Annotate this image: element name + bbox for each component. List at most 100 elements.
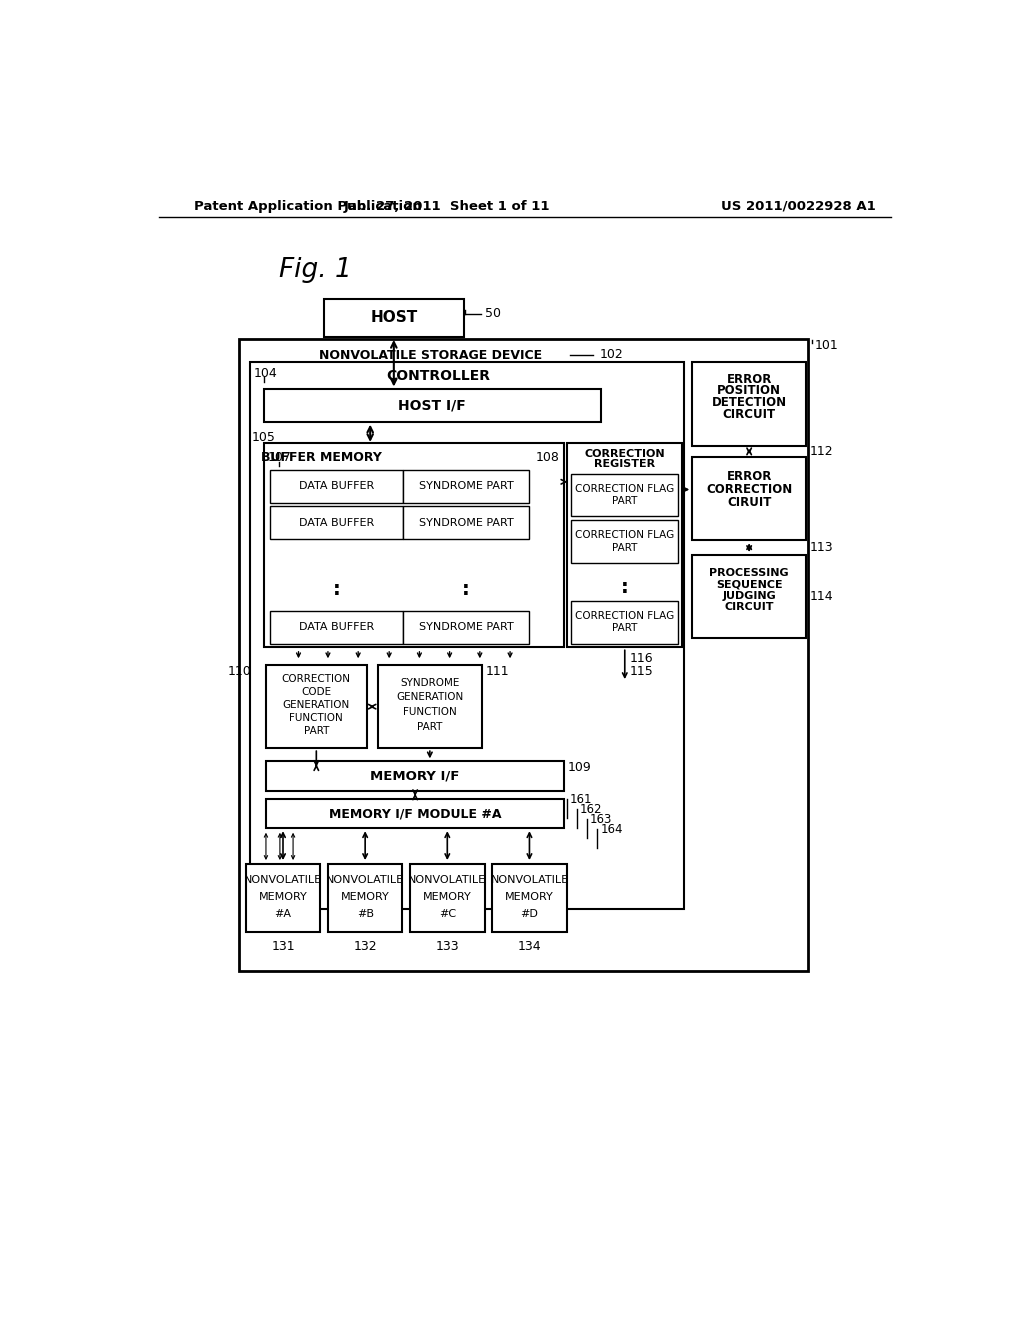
Text: CIRCUIT: CIRCUIT (723, 408, 776, 421)
Text: :: : (333, 579, 340, 599)
Bar (324, 298, 464, 337)
Text: SEQUENCE: SEQUENCE (716, 579, 782, 589)
Text: CIRUIT: CIRUIT (727, 496, 771, 510)
Text: 131: 131 (271, 940, 295, 953)
Text: 161: 161 (569, 792, 592, 805)
Bar (270, 470, 403, 503)
Bar (263, 444, 563, 647)
Text: SYNDROME PART: SYNDROME PART (419, 517, 513, 528)
Text: POSITION: POSITION (717, 384, 781, 397)
Text: DETECTION: DETECTION (712, 396, 786, 409)
Text: 101: 101 (815, 339, 839, 352)
Text: CORRECTION FLAG: CORRECTION FLAG (575, 531, 675, 540)
Text: 108: 108 (536, 450, 560, 463)
Text: GENERATION: GENERATION (396, 693, 464, 702)
Bar (270, 611, 403, 644)
Text: CONTROLLER: CONTROLLER (386, 370, 490, 383)
Text: #A: #A (274, 908, 292, 919)
Text: GENERATION: GENERATION (283, 700, 350, 710)
Text: 104: 104 (254, 367, 278, 380)
Text: 109: 109 (567, 760, 591, 774)
Text: 116: 116 (630, 652, 653, 665)
Bar (263, 389, 601, 422)
Text: PROCESSING: PROCESSING (710, 568, 788, 578)
Bar (378, 665, 482, 748)
Text: :: : (462, 579, 470, 599)
Bar (403, 470, 528, 503)
Text: 105: 105 (251, 430, 275, 444)
Text: SYNDROME PART: SYNDROME PART (419, 482, 513, 491)
Bar (239, 339, 808, 970)
Bar (692, 457, 806, 540)
Text: #C: #C (438, 908, 456, 919)
Text: 110: 110 (227, 665, 251, 677)
Text: MEMORY: MEMORY (259, 892, 307, 902)
Text: DATA BUFFER: DATA BUFFER (299, 517, 374, 528)
Text: 133: 133 (435, 940, 459, 953)
Bar (567, 444, 682, 647)
Text: PART: PART (417, 722, 442, 731)
Text: 50: 50 (485, 308, 502, 321)
Text: CIRCUIT: CIRCUIT (724, 602, 774, 612)
Text: Jan. 27, 2011  Sheet 1 of 11: Jan. 27, 2011 Sheet 1 of 11 (344, 199, 551, 213)
Text: #D: #D (520, 908, 539, 919)
Text: 107: 107 (267, 450, 292, 463)
Bar (571, 601, 678, 644)
Text: :: : (621, 578, 629, 597)
Text: DATA BUFFER: DATA BUFFER (299, 622, 374, 632)
Text: MEMORY I/F MODULE #A: MEMORY I/F MODULE #A (329, 807, 502, 820)
Text: 102: 102 (599, 348, 623, 362)
Text: FUNCTION: FUNCTION (403, 708, 457, 717)
Bar (270, 507, 403, 539)
Text: CORRECTION: CORRECTION (282, 675, 351, 684)
Bar (493, 865, 566, 932)
Bar (266, 665, 367, 748)
Text: 164: 164 (601, 822, 624, 836)
Text: ERROR: ERROR (726, 372, 772, 385)
Text: PART: PART (612, 623, 638, 634)
Text: BUFFER MEMORY: BUFFER MEMORY (261, 450, 382, 463)
Text: CORRECTION: CORRECTION (706, 483, 793, 496)
Text: Patent Application Publication: Patent Application Publication (194, 199, 422, 213)
Bar (403, 611, 528, 644)
Text: 162: 162 (580, 803, 602, 816)
Text: CORRECTION FLAG: CORRECTION FLAG (575, 611, 675, 622)
Text: HOST: HOST (371, 310, 418, 325)
Bar (403, 507, 528, 539)
Bar (328, 865, 402, 932)
Text: SYNDROME PART: SYNDROME PART (419, 622, 513, 632)
Text: SYNDROME: SYNDROME (400, 677, 460, 688)
Text: FUNCTION: FUNCTION (290, 713, 343, 723)
Text: 111: 111 (485, 665, 509, 677)
Text: US 2011/0022928 A1: US 2011/0022928 A1 (721, 199, 876, 213)
Text: CORRECTION FLAG: CORRECTION FLAG (575, 484, 675, 494)
Text: ERROR: ERROR (726, 470, 772, 483)
Text: NONVOLATILE: NONVOLATILE (244, 875, 323, 884)
Text: REGISTER: REGISTER (594, 459, 655, 469)
Text: JUDGING: JUDGING (722, 591, 776, 601)
Bar (692, 554, 806, 638)
Text: 113: 113 (809, 541, 833, 554)
Text: MEMORY I/F: MEMORY I/F (371, 770, 460, 783)
Text: 134: 134 (518, 940, 542, 953)
Text: #B: #B (356, 908, 374, 919)
Text: PART: PART (304, 726, 329, 737)
Text: Fig. 1: Fig. 1 (280, 257, 352, 282)
Text: 112: 112 (809, 445, 833, 458)
Bar (266, 799, 564, 829)
Bar (571, 474, 678, 516)
Text: CODE: CODE (301, 686, 332, 697)
Bar (571, 520, 678, 562)
Text: NONVOLATILE: NONVOLATILE (326, 875, 404, 884)
Bar (692, 363, 806, 446)
Bar (410, 865, 484, 932)
Text: 163: 163 (590, 813, 612, 825)
Text: PART: PART (612, 496, 638, 507)
Text: NONVOLATILE: NONVOLATILE (409, 875, 486, 884)
Text: NONVOLATILE STORAGE DEVICE: NONVOLATILE STORAGE DEVICE (318, 348, 542, 362)
Text: MEMORY: MEMORY (505, 892, 554, 902)
Bar (250, 363, 684, 909)
Text: PART: PART (612, 543, 638, 553)
Text: MEMORY: MEMORY (423, 892, 472, 902)
Bar (266, 762, 564, 791)
